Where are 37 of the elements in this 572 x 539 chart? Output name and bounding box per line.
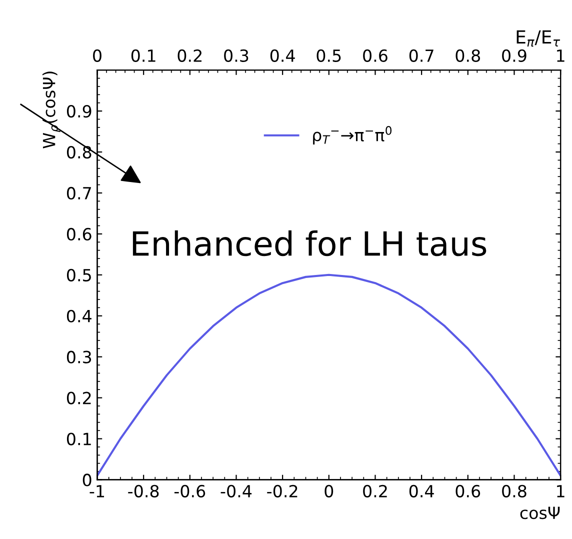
x2-tick-label: 0.3: [224, 49, 248, 62]
y-tick-label: 0.1: [66, 432, 91, 446]
x2-axis-title: E$_{π}$/E$_{τ}$: [516, 30, 560, 47]
x-tick-label: -0.8: [128, 484, 159, 498]
x2-tick-label: 0.8: [456, 49, 480, 62]
x2-tick-label: 0.5: [316, 49, 341, 62]
x-tick-label: 0.6: [456, 484, 480, 498]
y-tick-label: 0.7: [66, 186, 91, 200]
x2-tick-label: 0.2: [178, 49, 202, 62]
annotation: Enhanced for LH taus: [132, 230, 486, 256]
y-tick-label: 0.3: [66, 350, 92, 364]
x-tick-label: -0.2: [267, 484, 298, 498]
x2-tick-label: 0.6: [363, 49, 388, 62]
x-tick-label: 0.8: [502, 484, 526, 498]
x-axis-title: cosΨ: [520, 506, 560, 520]
y-tick-label: 0.9: [66, 104, 92, 118]
line-series: [97, 274, 561, 477]
y-tick-label: 0.5: [66, 268, 91, 282]
y-tick-label: 0.4: [66, 310, 92, 322]
y-tick-label: 0.6: [66, 228, 92, 240]
x-tick-label: -0.6: [174, 484, 206, 498]
x-tick-label: -1: [90, 485, 104, 498]
x2-tick-label: 0.4: [270, 49, 295, 62]
x-tick-label: 0.2: [363, 484, 387, 498]
y-tick-label: 0: [82, 474, 92, 486]
x-tick-label: 1: [557, 485, 564, 498]
x2-tick-label: 0.1: [131, 49, 156, 62]
y-tick-label: 0.2: [66, 392, 91, 404]
x-tick-label: -0.4: [220, 484, 252, 498]
x2-tick-label: 0.9: [502, 49, 526, 62]
y-tick-label: 0.8: [66, 146, 92, 159]
legend-label: ρ$_{T}$$^{−}$→π$^{−}$π$^{0}$: [313, 126, 392, 145]
x-tick-label: 0.4: [409, 484, 434, 498]
x2-tick-label: 0: [93, 49, 102, 62]
x-tick-label: 0: [324, 484, 334, 498]
x2-tick-label: 1: [557, 50, 564, 62]
x2-tick-label: 0.7: [409, 49, 434, 62]
